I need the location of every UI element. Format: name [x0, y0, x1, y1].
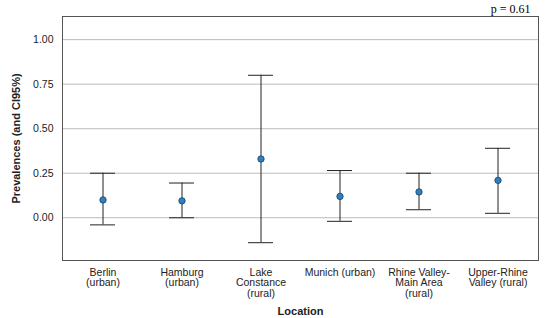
svg-text:0.00: 0.00	[33, 211, 54, 223]
svg-text:1.00: 1.00	[33, 33, 54, 45]
svg-text:0.25: 0.25	[33, 167, 54, 179]
svg-text:Rhine Valley-Main Area(rural): Rhine Valley-Main Area(rural)	[388, 266, 450, 299]
svg-text:0.75: 0.75	[33, 78, 54, 90]
svg-text:Location: Location	[278, 305, 324, 317]
svg-text:Munich (urban): Munich (urban)	[305, 266, 376, 278]
svg-text:p = 0.61: p = 0.61	[491, 2, 531, 16]
svg-text:LakeConstance(rural): LakeConstance(rural)	[236, 266, 286, 299]
svg-text:0.50: 0.50	[33, 122, 54, 134]
svg-text:Berlin(urban): Berlin(urban)	[86, 266, 120, 289]
svg-text:Hamburg(urban): Hamburg(urban)	[160, 266, 203, 289]
svg-text:Prevalences (and CI95%): Prevalences (and CI95%)	[10, 73, 22, 204]
svg-text:Upper-RhineValley (rural): Upper-RhineValley (rural)	[468, 266, 528, 289]
